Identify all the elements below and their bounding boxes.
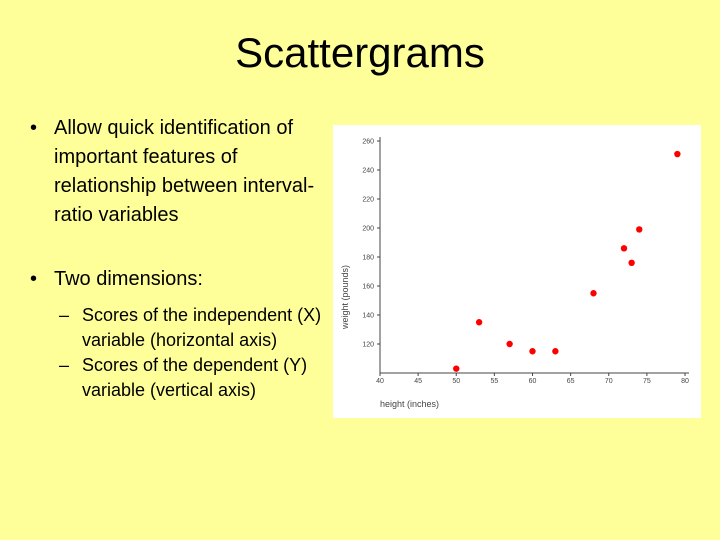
scatter-point [620, 245, 628, 252]
scatter-point [674, 150, 681, 158]
bullet-text: Allow quick identification of important … [54, 117, 315, 226]
scatter-chart-panel: 40 45 50 55 60 65 70 75 80 120 140 160 180 200 220 240 2… [333, 125, 701, 418]
scatter-point [506, 340, 513, 348]
scatter-point [636, 226, 643, 233]
bullet-list: Allow quick identification of important … [30, 114, 340, 403]
x-tick-label: 65 [567, 378, 575, 385]
x-tick-label: 80 [681, 378, 689, 385]
y-tick-label: 200 [362, 226, 374, 233]
slide-title: Scattergrams [235, 29, 485, 76]
y-tick-label: 140 [362, 313, 374, 320]
scatter-point [453, 365, 460, 372]
y-tick-label: 240 [362, 168, 374, 175]
bullet-item-dimensions: Two dimensions: Scores of the independen… [30, 265, 340, 403]
bullet-text: Two dimensions: [54, 268, 203, 290]
y-tick-label: 160 [362, 284, 374, 291]
sub-bullet-independent: Scores of the independent (X) variable (… [54, 303, 340, 353]
x-tick-label: 50 [452, 378, 460, 385]
x-axis-title: height (inches) [380, 399, 439, 409]
scatter-point [628, 259, 635, 266]
sub-bullet-dependent: Scores of the dependent (Y) variable (ve… [54, 353, 340, 403]
data-points [453, 150, 681, 372]
x-tick-label: 70 [605, 378, 613, 385]
axes [379, 137, 689, 374]
y-tick-label: 260 [362, 139, 374, 146]
y-tick-label: 220 [362, 197, 374, 204]
y-tick-label: 180 [362, 255, 374, 262]
tick-labels: 40 45 50 55 60 65 70 75 80 120 140 160 180 200 220 240 2… [362, 139, 689, 386]
x-tick-label: 45 [414, 378, 422, 385]
y-axis-title: weight (pounds) [340, 265, 350, 330]
x-tick-label: 75 [643, 378, 651, 385]
x-tick-label: 60 [529, 378, 537, 385]
scatter-point [590, 290, 597, 297]
scatter-point [552, 348, 559, 355]
scatter-point [529, 348, 536, 355]
x-tick-label: 55 [490, 378, 498, 385]
scatter-point [475, 319, 483, 326]
y-tick-label: 120 [362, 342, 374, 349]
x-tick-label: 40 [376, 378, 384, 385]
sub-bullet-list: Scores of the independent (X) variable (… [54, 303, 340, 403]
scatter-chart: 40 45 50 55 60 65 70 75 80 120 140 160 180 200 220 240 2… [340, 137, 689, 409]
bullet-item-identification: Allow quick identification of important … [30, 114, 340, 230]
